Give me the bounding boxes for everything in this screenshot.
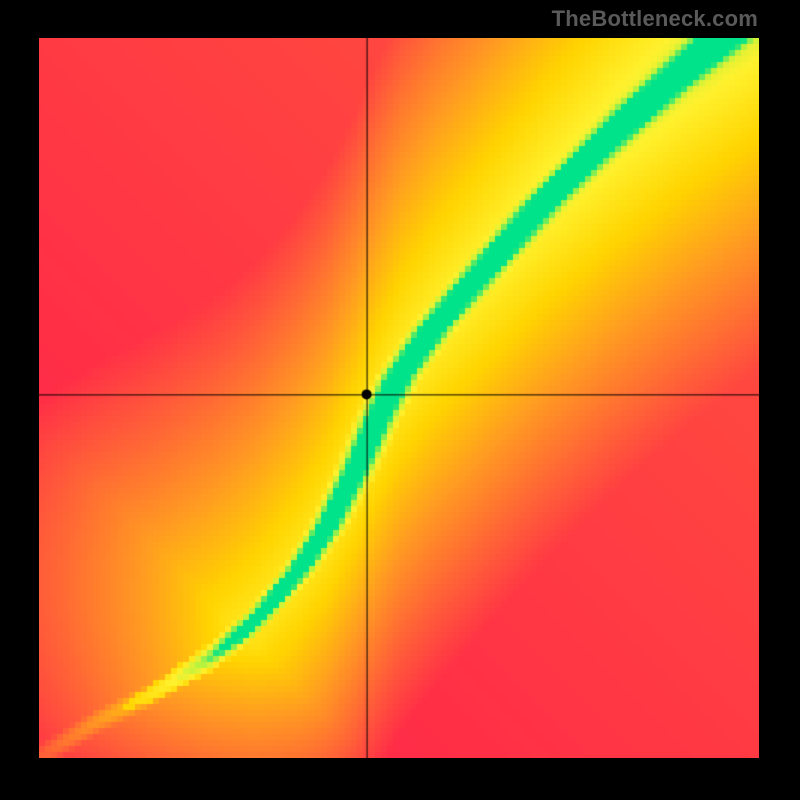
watermark-text: TheBottleneck.com bbox=[552, 6, 758, 32]
chart-container: TheBottleneck.com bbox=[0, 0, 800, 800]
bottleneck-heatmap bbox=[39, 38, 759, 758]
